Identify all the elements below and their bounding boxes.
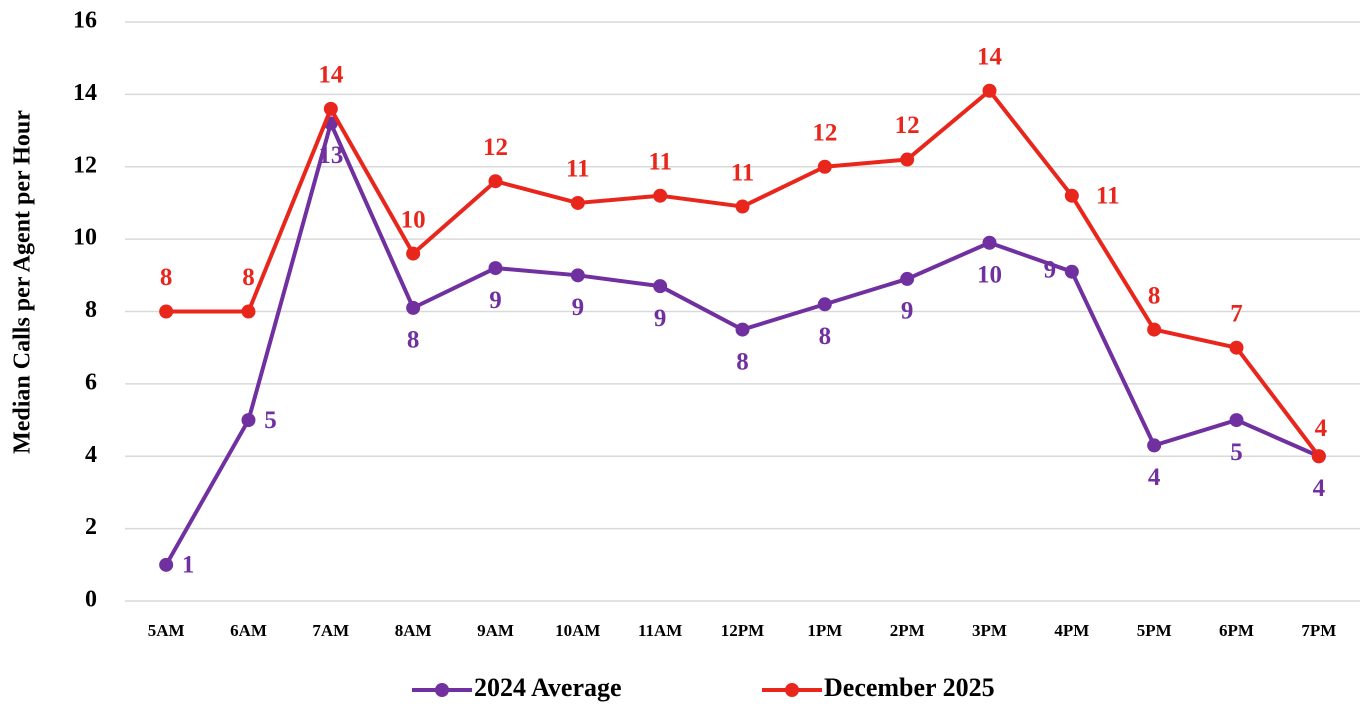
legend-label: December 2025 xyxy=(824,673,995,702)
x-tick-label: 1PM xyxy=(807,621,842,640)
data-label: 9 xyxy=(489,287,502,314)
series-line xyxy=(164,121,1320,566)
data-label: 11 xyxy=(566,156,590,183)
point xyxy=(982,83,997,98)
point xyxy=(1064,188,1079,203)
point xyxy=(1229,340,1244,355)
x-tick-label: 12PM xyxy=(721,621,764,640)
y-tick-label: 0 xyxy=(85,587,97,613)
point xyxy=(406,300,421,315)
point xyxy=(323,101,338,116)
point xyxy=(488,174,503,189)
data-label: 8 xyxy=(1148,282,1161,309)
legend-marker xyxy=(785,683,799,697)
data-label: 12 xyxy=(895,112,920,139)
legend-marker xyxy=(435,683,449,697)
x-tick-label: 3PM xyxy=(972,621,1007,640)
data-label: 11 xyxy=(731,159,755,186)
data-label: 4 xyxy=(1315,415,1328,442)
point xyxy=(1064,264,1079,279)
point xyxy=(982,235,997,250)
legend-label: 2024 Average xyxy=(474,673,622,702)
data-label: 9 xyxy=(1044,256,1057,283)
point xyxy=(159,304,174,319)
data-label: 14 xyxy=(977,43,1003,70)
point xyxy=(900,152,915,167)
data-label: 11 xyxy=(648,148,672,175)
x-tick-label: 9AM xyxy=(477,621,514,640)
point xyxy=(406,246,421,261)
point xyxy=(653,188,668,203)
point xyxy=(241,413,256,428)
data-label: 12 xyxy=(483,134,508,161)
data-label: 14 xyxy=(318,62,344,89)
y-axis-title: Median Calls per Agent per Hour xyxy=(10,110,36,454)
data-label: 7 xyxy=(1230,300,1243,327)
data-label: 8 xyxy=(407,327,420,354)
x-tick-label: 11AM xyxy=(638,621,682,640)
point xyxy=(241,304,256,319)
y-tick-label: 12 xyxy=(73,152,97,178)
point xyxy=(570,268,585,283)
point xyxy=(1311,449,1326,464)
x-tick-label: 4PM xyxy=(1054,621,1089,640)
y-tick-label: 2 xyxy=(85,514,97,540)
y-tick-label: 4 xyxy=(85,442,97,468)
data-label: 4 xyxy=(1148,464,1161,491)
data-label: 10 xyxy=(977,261,1002,288)
data-label: 5 xyxy=(264,407,277,434)
point xyxy=(735,199,750,214)
data-label: 5 xyxy=(1230,439,1243,466)
point xyxy=(159,557,174,572)
data-label: 8 xyxy=(160,264,173,291)
data-label: 13 xyxy=(318,142,343,169)
data-label: 9 xyxy=(572,294,585,321)
x-tick-label: 7PM xyxy=(1301,621,1336,640)
y-tick-label: 14 xyxy=(73,80,97,106)
data-label: 1 xyxy=(182,552,195,579)
x-tick-label: 8AM xyxy=(395,621,432,640)
point xyxy=(570,195,585,210)
data-label: 8 xyxy=(242,264,255,291)
point xyxy=(735,322,750,337)
x-tick-label: 5PM xyxy=(1137,621,1172,640)
x-tick-label: 7AM xyxy=(312,621,349,640)
point xyxy=(1147,438,1162,453)
point xyxy=(1229,413,1244,428)
point xyxy=(653,279,668,294)
data-label: 8 xyxy=(736,348,749,375)
data-label: 8 xyxy=(819,323,832,350)
point xyxy=(900,271,915,286)
point xyxy=(1147,322,1162,337)
x-tick-label: 10AM xyxy=(555,621,600,640)
point xyxy=(817,159,832,174)
y-tick-label: 16 xyxy=(73,8,97,34)
x-tick-label: 2PM xyxy=(890,621,925,640)
x-tick-label: 5AM xyxy=(148,621,185,640)
point xyxy=(817,297,832,312)
point xyxy=(488,261,503,276)
data-label: 10 xyxy=(401,206,426,233)
data-label: 9 xyxy=(654,305,667,332)
x-tick-label: 6AM xyxy=(230,621,267,640)
x-tick-label: 6PM xyxy=(1219,621,1254,640)
y-tick-label: 6 xyxy=(85,369,97,395)
data-label: 12 xyxy=(812,119,837,146)
y-tick-label: 8 xyxy=(85,297,97,323)
data-label: 4 xyxy=(1313,475,1326,502)
data-label: 11 xyxy=(1096,182,1120,209)
y-tick-label: 10 xyxy=(73,225,97,251)
data-label: 9 xyxy=(901,298,914,325)
